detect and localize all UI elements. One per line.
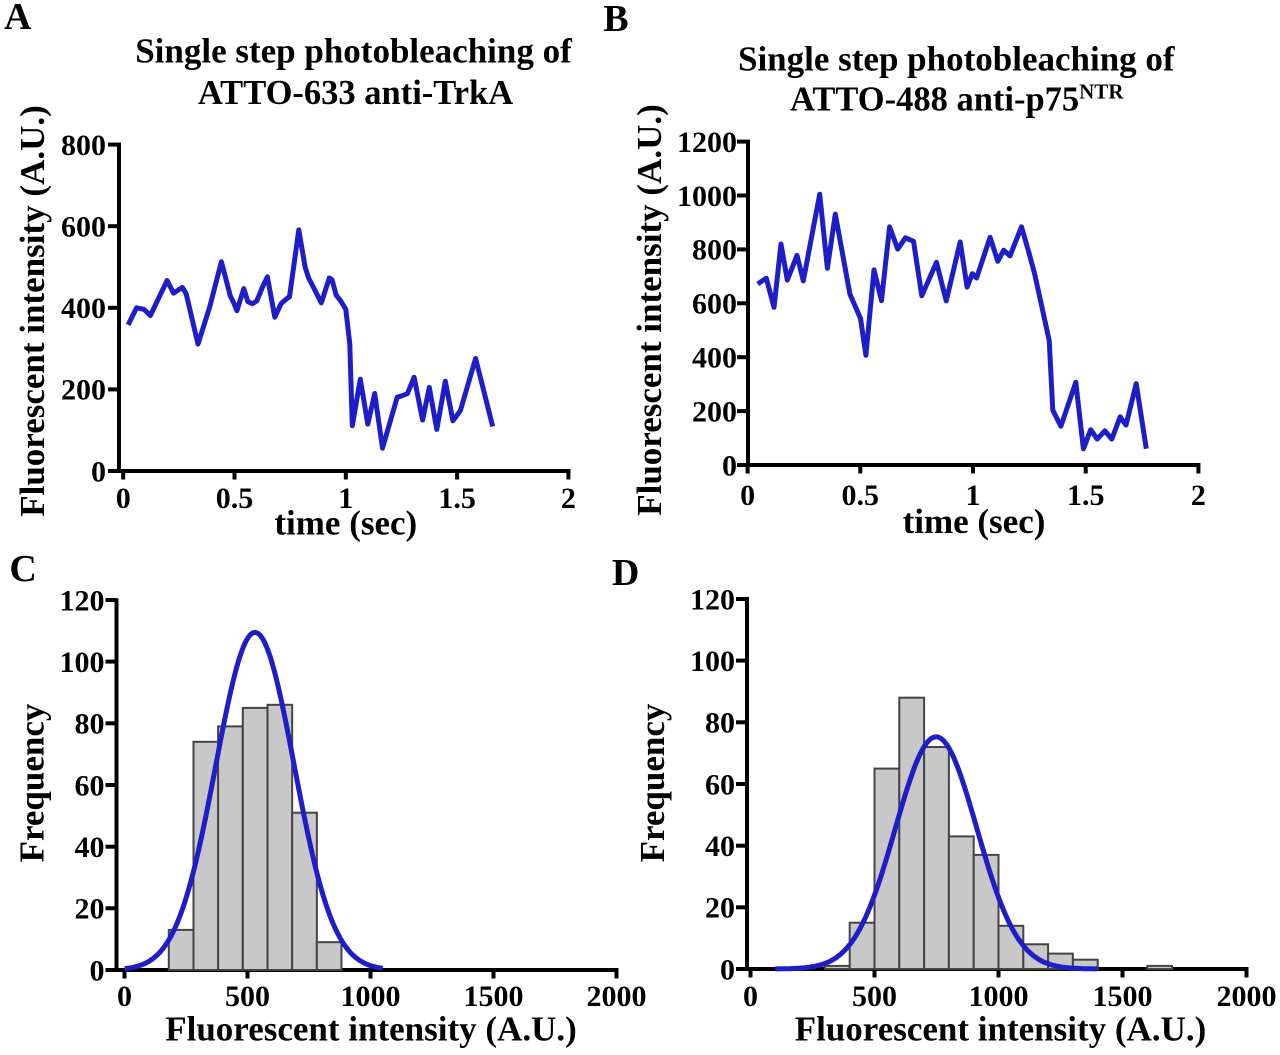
svg-text:time (sec): time (sec) [274,504,417,543]
svg-text:2: 2 [1191,479,1206,512]
svg-text:Frequency: Frequency [13,703,52,862]
svg-text:Fluorescent intensity (A.U.): Fluorescent intensity (A.U.) [630,104,669,516]
svg-text:1000: 1000 [341,980,401,1013]
svg-text:100: 100 [690,645,735,678]
svg-text:200: 200 [692,395,737,428]
svg-text:1.5: 1.5 [438,482,476,515]
svg-text:D: D [612,552,639,594]
svg-text:500: 500 [225,980,270,1013]
svg-text:Single step photobleaching of: Single step photobleaching of [135,32,572,71]
svg-text:1500: 1500 [1093,980,1153,1013]
svg-text:80: 80 [75,708,105,741]
svg-text:0: 0 [117,980,132,1013]
svg-text:2000: 2000 [1217,980,1277,1013]
svg-text:40: 40 [705,830,735,863]
svg-text:60: 60 [705,768,735,801]
svg-text:Fluorescent intensity (A.U.): Fluorescent intensity (A.U.) [795,1010,1207,1049]
svg-text:2000: 2000 [587,980,647,1013]
svg-text:100: 100 [60,646,105,679]
svg-text:20: 20 [75,893,105,926]
svg-text:80: 80 [705,707,735,740]
svg-text:A: A [4,0,32,38]
svg-text:0: 0 [740,479,755,512]
svg-text:Fluorescent intensity (A.U.): Fluorescent intensity (A.U.) [165,1010,577,1049]
svg-text:1500: 1500 [464,980,524,1013]
svg-text:1200: 1200 [677,126,737,159]
svg-text:time (sec): time (sec) [903,502,1046,541]
svg-text:400: 400 [61,292,106,325]
svg-text:800: 800 [692,234,737,267]
svg-text:400: 400 [692,342,737,375]
svg-text:ATTO-633 anti-TrkA: ATTO-633 anti-TrkA [198,74,513,112]
svg-text:Frequency: Frequency [633,703,672,862]
svg-text:0: 0 [743,980,758,1013]
svg-text:Fluorescent intensity (A.U.): Fluorescent intensity (A.U.) [13,105,52,517]
svg-text:600: 600 [692,288,737,321]
svg-text:1: 1 [966,479,981,512]
svg-text:Single step photobleaching of: Single step photobleaching of [738,40,1175,79]
svg-text:40: 40 [75,831,105,864]
svg-text:1000: 1000 [677,180,737,213]
svg-text:500: 500 [852,980,897,1013]
svg-text:0.5: 0.5 [842,479,880,512]
svg-text:C: C [9,548,36,590]
svg-text:0: 0 [90,954,105,987]
svg-text:600: 600 [61,211,106,244]
svg-text:0: 0 [720,953,735,986]
svg-text:1: 1 [338,482,353,515]
svg-text:1000: 1000 [969,980,1029,1013]
svg-text:120: 120 [60,584,105,617]
svg-text:0: 0 [722,449,737,482]
svg-text:800: 800 [61,129,106,162]
svg-text:0: 0 [91,455,106,488]
svg-text:1.5: 1.5 [1067,479,1105,512]
svg-text:120: 120 [690,583,735,616]
svg-text:0.5: 0.5 [216,482,254,515]
svg-text:ATTO-488 anti-p75NTR: ATTO-488 anti-p75NTR [790,80,1124,119]
svg-text:200: 200 [61,374,106,407]
svg-text:B: B [603,0,628,40]
svg-text:2: 2 [561,482,576,515]
svg-text:0: 0 [116,482,131,515]
svg-text:20: 20 [705,892,735,925]
svg-text:60: 60 [75,769,105,802]
